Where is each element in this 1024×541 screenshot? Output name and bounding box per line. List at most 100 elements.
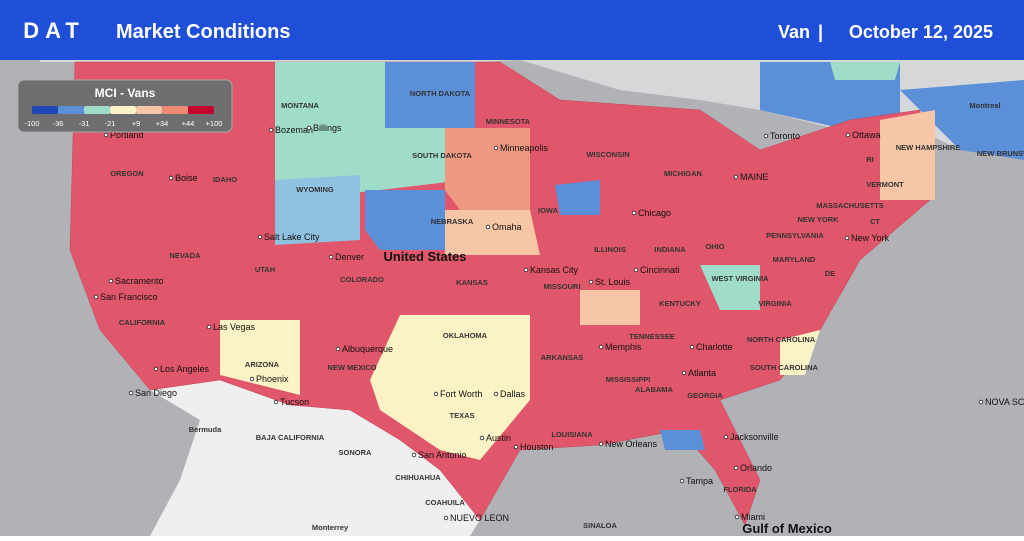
city-label: Houston [520,442,554,452]
city-marker [689,344,695,350]
logo: DAT [23,18,85,43]
region-label: Montreal [969,101,1000,110]
city-label: Orlando [740,463,772,473]
city-marker [845,132,851,138]
city-marker [479,435,485,441]
date: October 12, 2025 [849,22,993,42]
city-marker [723,434,729,440]
region-label: ARIZONA [245,360,280,369]
city-label: Chicago [638,208,671,218]
city-marker [93,294,99,300]
city-label: Albuquerque [342,344,393,354]
region-label: BAJA CALIFORNIA [256,433,325,442]
city-label: Memphis [605,342,642,352]
city-label: Billings [313,123,342,133]
region [445,128,530,210]
city-marker [978,399,984,405]
region-label: INDIANA [654,245,686,254]
region [370,315,530,460]
region-label: NORTH CAROLINA [747,335,816,344]
city-marker [734,514,740,520]
region [660,430,705,450]
region-label: CHIHUAHUA [395,473,441,482]
city-marker [844,235,850,241]
city-label: Miami [741,512,765,522]
region [385,62,475,128]
legend-swatch [136,106,162,114]
legend-label: -100 [24,119,39,128]
city-marker [588,279,594,285]
city-marker [257,234,263,240]
region-label: MICHIGAN [664,169,702,178]
region [275,62,465,200]
legend-title: MCI - Vans [95,86,156,100]
region-label: OREGON [110,169,143,178]
legend-swatch [110,106,136,114]
country-label: Gulf of Mexico [742,521,832,536]
legend-label: -36 [53,119,64,128]
region-label: NEW YORK [797,215,839,224]
city-marker [443,515,449,521]
city-label: Minneapolis [500,143,549,153]
city-marker [268,127,274,133]
region-label: TEXAS [449,411,474,420]
city-label: St. Louis [595,277,631,287]
legend-swatch [32,106,58,114]
region [580,290,640,325]
city-label: San Francisco [100,292,158,302]
region-label: COLORADO [340,275,384,284]
region-label: CALIFORNIA [119,318,166,327]
city-marker [733,174,739,180]
city-marker [306,125,312,131]
region [275,175,360,245]
region-label: IOWA [538,206,559,215]
city-label: Toronto [770,131,800,141]
city-label: Atlanta [688,368,716,378]
region-label: VERMONT [866,180,904,189]
city-label: New Orleans [605,439,658,449]
legend-swatch [188,106,214,114]
city-marker [249,376,255,382]
canada-region [830,62,900,80]
city-marker [335,346,341,352]
legend-label: +9 [132,119,141,128]
city-marker [108,278,114,284]
city-label: Portland [110,130,144,140]
city-label: Tucson [280,397,309,407]
city-marker [153,366,159,372]
region-label: NEW BRUNSWICK [977,149,1024,158]
city-marker [273,399,279,405]
region-label: CT [870,217,880,226]
region [445,210,540,255]
city-label: MAINE [740,172,769,182]
city-marker [763,133,769,139]
region-label: SONORA [339,448,373,457]
region [220,320,300,395]
city-marker [733,465,739,471]
city-marker [633,267,639,273]
region-label: RI [866,155,874,164]
city-label: Charlotte [696,342,733,352]
city-label: Jacksonville [730,432,779,442]
city-label: Salt Lake City [264,232,320,242]
region-label: KENTUCKY [659,299,701,308]
legend-label: +44 [182,119,195,128]
city-label: Tampa [686,476,713,486]
region-label: NEBRASKA [431,217,474,226]
region-label: ILLINOIS [594,245,626,254]
legend-swatch [58,106,84,114]
region-label: IDAHO [213,175,237,184]
city-marker [681,370,687,376]
region-label: WEST VIRGINIA [711,274,769,283]
region-label: WYOMING [296,185,334,194]
region-label: Monterrey [312,523,349,532]
region [700,265,760,310]
region [555,180,600,215]
region-label: Bermuda [189,425,222,434]
city-marker [433,391,439,397]
separator: | [818,22,823,42]
legend-swatch [84,106,110,114]
region-label: MISSOURI [543,282,580,291]
